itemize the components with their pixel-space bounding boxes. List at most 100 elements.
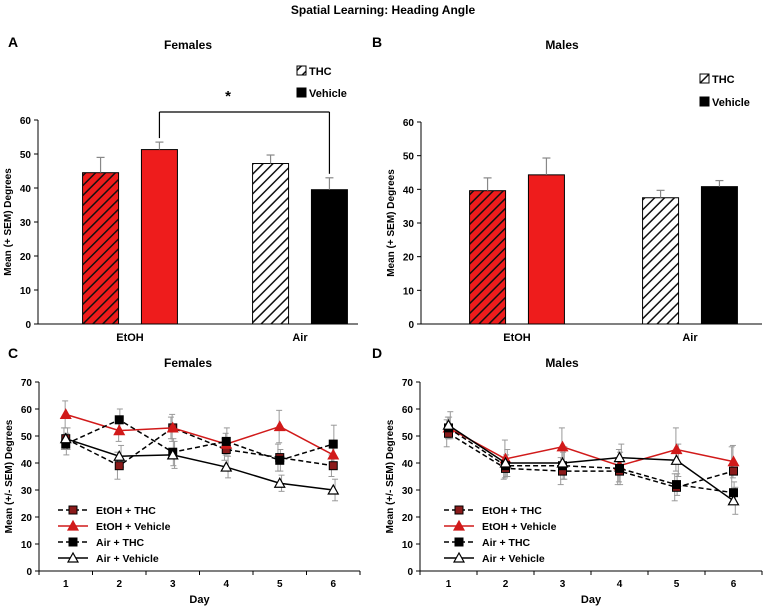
chart-c-series-line-air-thc	[65, 418, 334, 462]
chart-c-x-tick-label: 1	[63, 579, 69, 590]
chart-c-series-line-etoh-vehicle	[65, 413, 334, 456]
chart-d-x-tick-label: 3	[560, 579, 566, 590]
chart-d-x-tick-label: 4	[617, 579, 623, 590]
chart-c-point-etoh-vehicle	[59, 408, 72, 419]
chart-b-bar-air-thc	[642, 197, 680, 325]
chart-c-point-air-vehicle	[220, 460, 233, 472]
chart-d-point-etoh-thc	[729, 466, 738, 476]
chart-a-females-bar: Females 0 10 20 30 40 50 60 Mean (+ SEM) Degrees…	[3, 38, 358, 344]
chart-d-series-line-air-thc	[448, 427, 734, 494]
chart-c-point-etoh-thc	[328, 461, 338, 471]
panel-letter-a: A	[8, 34, 18, 50]
chart-c-legend-label: Air + Vehicle	[96, 553, 159, 565]
chart-d-point-air-thc	[672, 480, 681, 490]
chart-c-y-tick-label: 20	[21, 513, 33, 524]
chart-d-point-air-vehicle	[556, 456, 569, 468]
chart-b-y-tick-label: 50	[403, 152, 415, 163]
chart-a-y-tick-label: 30	[20, 218, 32, 229]
chart-c-point-etoh-vehicle	[327, 448, 340, 460]
chart-c-point-air-thc	[114, 415, 124, 425]
chart-c-point-etoh-vehicle	[166, 421, 179, 433]
chart-c-y-tick-label: 40	[21, 459, 33, 470]
chart-c-x-tick-label: 2	[116, 579, 122, 590]
chart-a-y-tick-label: 20	[20, 252, 32, 263]
chart-b-y-tick-label: 30	[403, 219, 415, 230]
chart-c-point-air-vehicle	[327, 483, 340, 495]
chart-d-y-tick-label: 60	[402, 405, 414, 416]
chart-d-x-tick-label: 5	[674, 579, 680, 590]
chart-d-series-line-etoh-vehicle	[448, 427, 734, 467]
chart-b-legend-swatch	[699, 73, 710, 84]
chart-d-point-air-thc	[615, 463, 624, 473]
chart-d-x-tick-label: 6	[731, 579, 737, 590]
chart-d-y-tick-label: 40	[402, 459, 414, 470]
chart-d-y-tick-label: 70	[402, 378, 414, 389]
chart-c-legend-label: Air + THC	[96, 537, 145, 549]
chart-c-y-tick-label: 30	[21, 486, 33, 497]
chart-c-point-air-thc	[221, 436, 231, 446]
chart-b-y-tick-label: 40	[403, 185, 415, 196]
chart-c-point-air-vehicle	[166, 448, 179, 460]
chart-a-bar-etoh-vehicle	[140, 149, 178, 325]
chart-d-y-tick-label: 50	[402, 432, 414, 443]
chart-b-y-tick-label: 20	[403, 253, 415, 264]
chart-c-females-line: Females 0 10 20 30 40 50 60 70 1 2 3 4 5 6 Mean (+/- SE…	[4, 356, 361, 606]
chart-d-legend-marker	[452, 551, 466, 563]
figure-title: Spatial Learning: Heading Angle	[291, 3, 476, 17]
chart-d-point-air-vehicle	[499, 456, 512, 468]
chart-b-y-tick-label: 0	[408, 320, 414, 331]
chart-b-group-label: Air	[682, 332, 698, 344]
chart-b-bar-etoh-vehicle	[527, 174, 565, 325]
chart-b-y-tick-label: 60	[403, 118, 415, 129]
chart-b-group-label: EtOH	[503, 332, 531, 344]
chart-c-point-air-thc	[328, 439, 338, 449]
chart-d-legend-label: Air + Vehicle	[482, 553, 545, 565]
chart-d-legend-label: Air + THC	[482, 537, 531, 549]
chart-c-x-tick-label: 5	[277, 579, 283, 590]
chart-b-legend-swatch	[699, 96, 710, 107]
chart-c-legend-label: EtOH + Vehicle	[96, 521, 171, 533]
chart-a-y-tick-label: 40	[20, 184, 32, 195]
chart-a-title: Females	[164, 38, 212, 52]
chart-b-y-tick-label: 10	[403, 286, 415, 297]
chart-c-x-tick-label: 4	[223, 579, 229, 590]
chart-c-legend-marker	[66, 519, 80, 531]
chart-c-y-tick-label: 60	[21, 405, 33, 416]
chart-a-legend-swatch	[296, 65, 307, 76]
chart-d-x-tick-label: 2	[503, 579, 509, 590]
chart-a-bar-air-thc	[252, 163, 290, 325]
chart-a-legend-label: Vehicle	[309, 88, 347, 100]
chart-b-legend-label: THC	[712, 74, 735, 86]
chart-a-legend-swatch	[296, 87, 307, 98]
chart-a-y-tick-label: 10	[20, 286, 32, 297]
chart-d-legend-marker	[452, 519, 466, 531]
chart-c-x-tick-label: 6	[330, 579, 336, 590]
chart-d-x-label: Day	[581, 594, 602, 606]
chart-a-y-tick-label: 50	[20, 150, 32, 161]
chart-a-group-label: EtOH	[116, 332, 144, 344]
chart-c-point-air-thc	[275, 455, 285, 465]
chart-c-point-air-vehicle	[273, 477, 286, 488]
chart-b-y-label: Mean (+ SEM) Degrees	[386, 169, 397, 277]
chart-c-legend-marker	[68, 537, 78, 547]
chart-c-y-label: Mean (+/- SEM) Degrees	[4, 419, 15, 533]
chart-d-y-tick-label: 0	[407, 567, 413, 578]
chart-c-legend-marker	[66, 551, 80, 563]
chart-c-point-etoh-vehicle	[273, 420, 286, 432]
chart-c-series-line-etoh-thc	[65, 427, 334, 467]
chart-d-point-air-vehicle	[613, 451, 626, 463]
chart-c-y-tick-label: 50	[21, 432, 33, 443]
chart-d-y-tick-label: 20	[402, 513, 414, 524]
chart-c-title: Females	[164, 356, 212, 370]
chart-a-significance-marker: *	[225, 88, 231, 105]
chart-b-males-bar: Males 0 10 20 30 40 50 60 Mean (+ SEM) Degrees Et…	[386, 38, 762, 344]
chart-c-point-etoh-vehicle	[113, 424, 126, 436]
panel-letter-d: D	[372, 345, 382, 361]
chart-d-legend-label: EtOH + THC	[482, 505, 542, 517]
chart-d-point-air-vehicle	[442, 418, 455, 430]
chart-a-y-tick-label: 60	[20, 116, 32, 127]
chart-a-bar-air-vehicle	[310, 189, 348, 325]
chart-c-series-line-air-vehicle	[65, 437, 334, 491]
chart-c-legend-label: EtOH + THC	[96, 505, 156, 517]
chart-d-point-air-vehicle	[670, 454, 683, 465]
